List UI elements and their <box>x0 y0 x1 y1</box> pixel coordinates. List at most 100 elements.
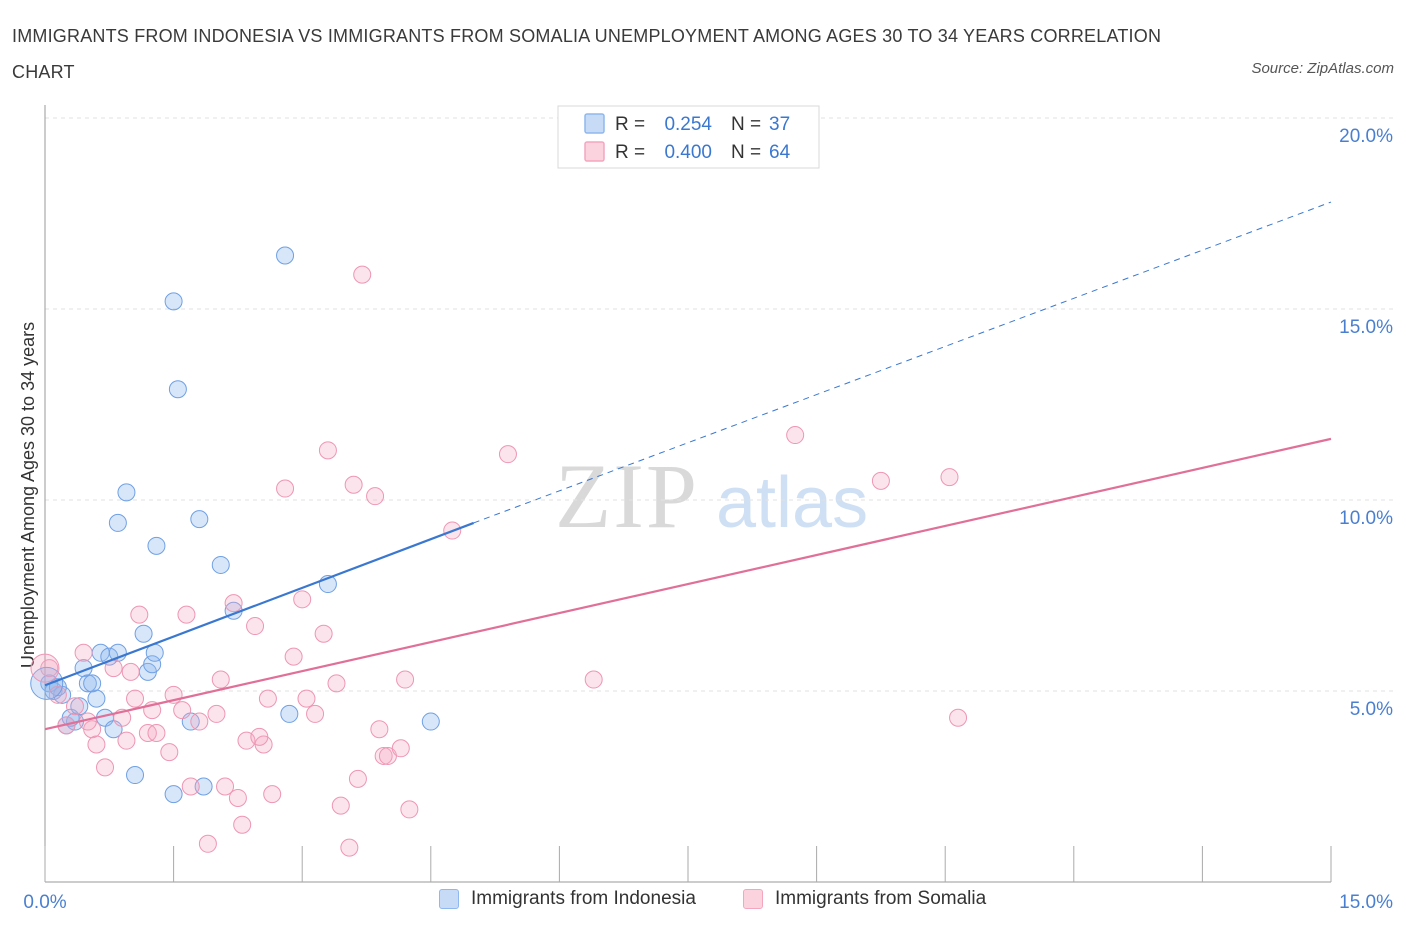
stats-n-value: 37 <box>769 114 790 135</box>
indonesia-point <box>276 246 295 265</box>
somalia-point <box>871 471 890 490</box>
somalia-point <box>396 670 415 689</box>
stats-r-value: 0.254 <box>664 114 712 135</box>
somalia-point <box>173 701 192 720</box>
y-tick-label: 20.0% <box>1339 126 1393 147</box>
somalia-point <box>786 426 805 445</box>
chart-title: IMMIGRANTS FROM INDONESIA VS IMMIGRANTS … <box>12 26 1162 82</box>
indonesia-point <box>83 674 102 693</box>
indonesia-trend-dashed <box>473 201 1332 524</box>
somalia-point <box>391 739 410 758</box>
indonesia-point <box>421 712 440 731</box>
y-tick-label: 15.0% <box>1339 317 1393 338</box>
stats-r-label: R = <box>615 142 645 163</box>
somalia-point <box>190 712 209 731</box>
indonesia-point <box>108 513 127 532</box>
somalia-point <box>87 735 106 754</box>
somalia-point <box>181 777 200 796</box>
somalia-point <box>318 441 337 460</box>
indonesia-point <box>78 674 97 693</box>
somalia-point <box>949 708 968 727</box>
stats-swatch <box>584 113 605 134</box>
somalia-point <box>246 617 265 636</box>
somalia-point <box>177 605 196 624</box>
stats-r-label: R = <box>615 114 645 135</box>
somalia-point <box>216 777 235 796</box>
somalia-point <box>276 479 295 498</box>
somalia-point <box>293 590 312 609</box>
y-tick-label: 10.0% <box>1339 508 1393 529</box>
indonesia-point <box>143 655 162 674</box>
stats-swatch <box>584 141 605 162</box>
somalia-point <box>233 815 252 834</box>
x-tick-label-min: 0.0% <box>23 892 66 913</box>
somalia-point <box>117 731 136 750</box>
somalia-point <box>297 689 316 708</box>
indonesia-point <box>194 777 213 796</box>
stats-r-value: 0.400 <box>664 142 712 163</box>
stats-n-value: 64 <box>769 142 791 163</box>
indonesia-point <box>211 555 230 574</box>
somalia-point <box>340 838 359 857</box>
indonesia-point-large <box>30 666 64 700</box>
stats-n-label: N = <box>731 114 761 135</box>
somalia-point <box>74 643 93 662</box>
somalia-point <box>224 594 243 613</box>
somalia-point <box>147 724 166 743</box>
somalia-point <box>348 769 367 788</box>
somalia-point <box>121 662 140 681</box>
indonesia-trend-line <box>44 521 475 687</box>
indonesia-point <box>190 510 209 529</box>
somalia-point <box>331 796 350 815</box>
indonesia-point <box>147 536 166 555</box>
indonesia-point <box>168 380 187 399</box>
somalia-point <box>250 727 269 746</box>
somalia-point <box>228 788 247 807</box>
legend-item-indonesia[interactable]: Immigrants from Indonesia <box>439 888 696 910</box>
somalia-point <box>306 704 325 723</box>
indonesia-point <box>117 483 136 502</box>
legend-swatch-indonesia <box>439 889 459 909</box>
somalia-point <box>370 720 389 739</box>
somalia-trend-line <box>44 437 1332 731</box>
somalia-point <box>160 743 179 762</box>
somalia-point <box>353 265 372 284</box>
somalia-point <box>258 689 277 708</box>
indonesia-point <box>280 704 299 723</box>
somalia-point <box>126 689 145 708</box>
chart-source: Source: ZipAtlas.com <box>1251 60 1394 77</box>
watermark-zip: ZIP <box>555 445 699 547</box>
y-tick-label: 5.0% <box>1350 699 1393 720</box>
indonesia-point <box>164 785 183 804</box>
watermark-atlas: atlas <box>716 463 868 543</box>
somalia-point <box>284 647 303 666</box>
somalia-point <box>584 670 603 689</box>
somalia-point <box>198 834 217 853</box>
y-axis-label: Unemployment Among Ages 30 to 34 years <box>18 322 38 668</box>
somalia-point <box>374 746 393 765</box>
x-tick-label-max: 15.0% <box>1339 892 1393 913</box>
indonesia-point <box>126 766 145 785</box>
stats-n-label: N = <box>731 142 761 163</box>
somalia-point-large <box>30 653 60 683</box>
indonesia-point <box>134 624 153 643</box>
legend-label-somalia: Immigrants from Somalia <box>775 888 987 909</box>
legend-swatch-somalia <box>743 889 763 909</box>
somalia-point <box>366 487 385 506</box>
indonesia-point <box>87 689 106 708</box>
somalia-point <box>940 468 959 487</box>
somalia-point <box>96 758 115 777</box>
somalia-point <box>66 697 85 716</box>
somalia-point <box>400 800 419 819</box>
legend-item-somalia[interactable]: Immigrants from Somalia <box>743 888 986 910</box>
bottom-legend: Immigrants from Indonesia Immigrants fro… <box>0 888 1406 918</box>
somalia-point <box>327 674 346 693</box>
somalia-point <box>498 445 517 464</box>
somalia-point <box>130 605 149 624</box>
indonesia-point <box>164 292 183 311</box>
somalia-point <box>211 670 230 689</box>
somalia-point <box>207 704 226 723</box>
somalia-point <box>263 785 282 804</box>
somalia-point <box>314 624 333 643</box>
